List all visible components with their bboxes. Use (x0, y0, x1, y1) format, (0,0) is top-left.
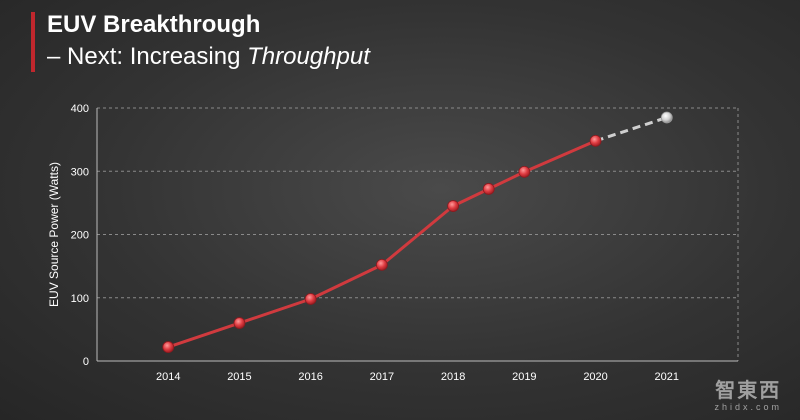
watermark-sub: zhidx.com (714, 402, 782, 412)
data-point (375, 258, 388, 271)
y-tick-label: 400 (71, 103, 89, 115)
x-tick-label: 2021 (655, 371, 679, 383)
x-tick-label: 2017 (370, 371, 394, 383)
x-tick-label: 2018 (441, 371, 465, 383)
x-tick-label: 2014 (156, 371, 180, 383)
subtitle-prefix: – Next: Increasing (47, 43, 248, 70)
x-tick-label: 2019 (512, 371, 536, 383)
data-point (589, 134, 602, 147)
y-tick-label: 200 (71, 230, 89, 242)
y-tick-label: 300 (71, 166, 89, 178)
x-tick-label: 2020 (583, 371, 607, 383)
subtitle-emphasis: Throughput (247, 43, 370, 70)
y-tick-label: 100 (71, 293, 89, 305)
slide-subtitle: – Next: Increasing Throughput (47, 42, 370, 72)
projected-series-line (595, 116, 668, 143)
slide-title: EUV Breakthrough (47, 11, 261, 38)
data-point (233, 317, 246, 329)
data-point (482, 183, 495, 195)
watermark-logo: 智東西 zhidx.com (714, 380, 782, 412)
x-tick-label: 2015 (227, 371, 251, 383)
series-line (167, 139, 597, 349)
data-point (447, 200, 460, 212)
x-tick-label: 2016 (298, 371, 322, 383)
y-axis-label: EUV Source Power (Watts) (47, 162, 61, 307)
title-accent-bar (31, 12, 35, 72)
data-point (518, 165, 531, 178)
watermark-main: 智東西 (715, 380, 782, 402)
data-point (162, 341, 175, 353)
projected-point (660, 111, 673, 124)
y-tick-label: 0 (83, 356, 89, 368)
data-point (304, 293, 317, 305)
